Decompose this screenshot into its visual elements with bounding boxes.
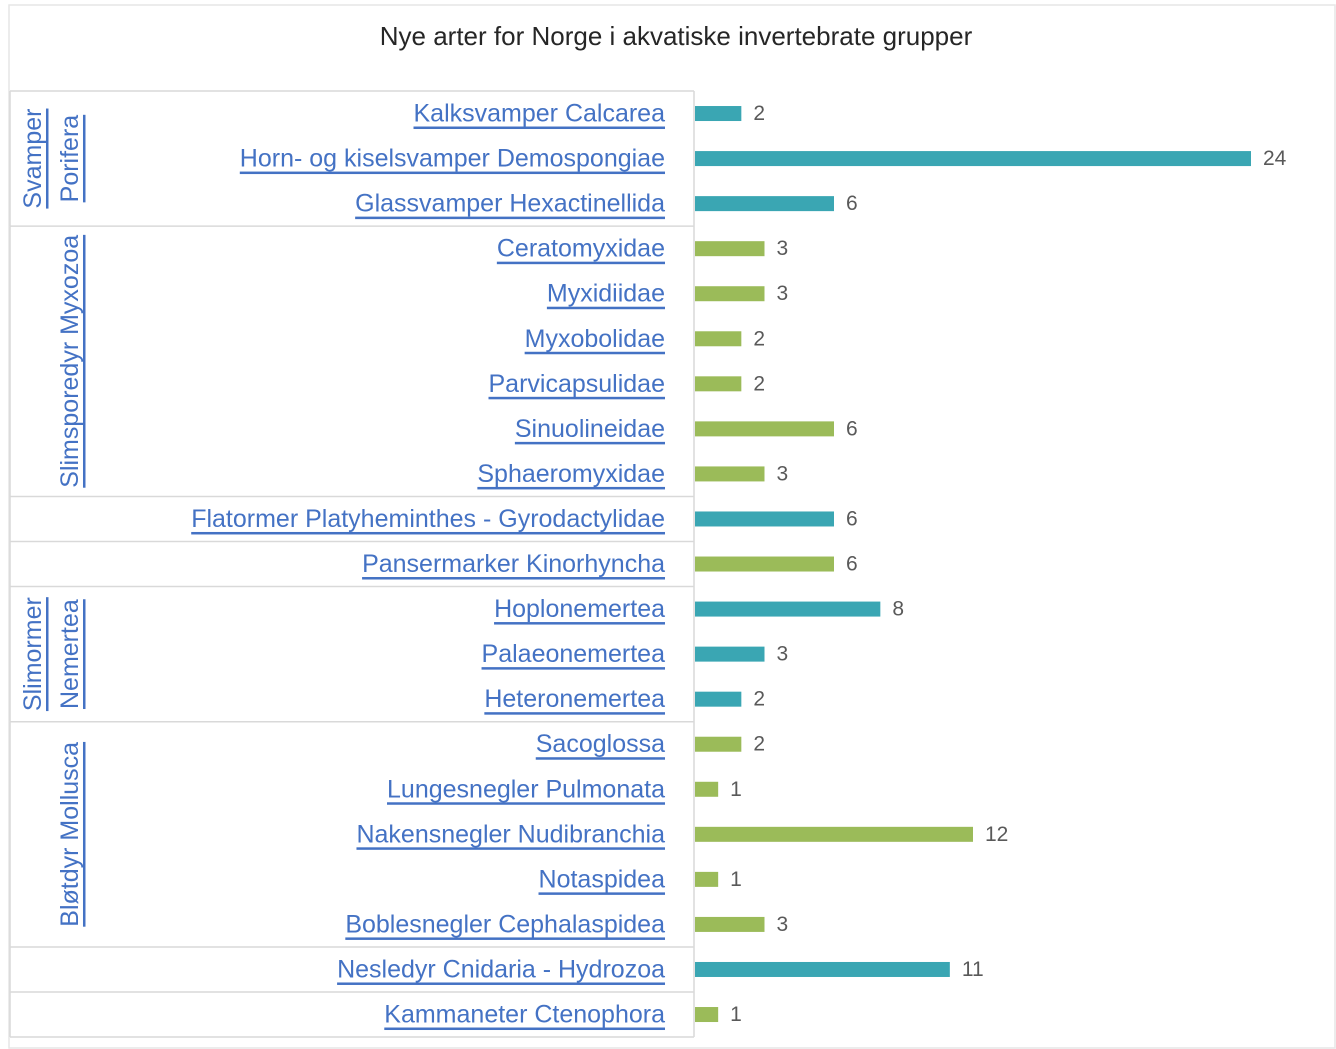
value-label: 3 — [777, 913, 789, 936]
category-label[interactable]: Nesledyr Cnidaria - Hydrozoa — [337, 955, 665, 983]
bar — [695, 241, 765, 257]
value-label: 1 — [730, 778, 742, 801]
value-label: 2 — [753, 102, 765, 125]
group-labels: Svamper Porifera Slimsporedyr Myxozoa Slimo… — [19, 109, 84, 927]
value-label: 6 — [846, 192, 858, 215]
bar — [695, 196, 834, 212]
bar — [695, 286, 765, 302]
group-label[interactable]: Svamper — [19, 109, 47, 209]
bar — [695, 151, 1251, 167]
category-label[interactable]: Myxobolidae — [525, 325, 665, 353]
bars — [695, 106, 1251, 1023]
bar — [695, 556, 834, 572]
bar — [695, 646, 765, 662]
category-label[interactable]: Glassvamper Hexactinellida — [355, 190, 665, 218]
category-label[interactable]: Flatormer Platyheminthes - Gyrodactylida… — [191, 505, 665, 533]
value-label: 1 — [730, 868, 742, 891]
chart-title: Nye arter for Norge i akvatiske inverteb… — [380, 21, 973, 51]
category-label[interactable]: Lungesnegler Pulmonata — [387, 775, 665, 803]
category-label[interactable]: Sinuolineidae — [515, 415, 665, 443]
chart-area-border — [8, 4, 1336, 1049]
bar — [695, 916, 765, 932]
category-label[interactable]: Kammaneter Ctenophora — [384, 1001, 665, 1029]
bar — [695, 466, 765, 482]
category-label[interactable]: Sphaeromyxidae — [477, 460, 665, 488]
bar — [695, 1007, 719, 1023]
category-label[interactable]: Nakensnegler Nudibranchia — [356, 820, 665, 848]
category-label[interactable]: Boblesnegler Cephalaspidea — [345, 910, 665, 938]
bar — [695, 826, 973, 842]
category-label[interactable]: Ceratomyxidae — [497, 235, 665, 263]
value-label: 2 — [753, 327, 765, 350]
value-label: 11 — [962, 958, 984, 981]
category-label[interactable]: Palaeonemertea — [482, 640, 666, 668]
category-label[interactable]: Heteronemertea — [484, 685, 665, 713]
category-label[interactable]: Horn- og kiselsvamper Demospongiae — [240, 145, 665, 173]
value-label: 3 — [777, 462, 789, 485]
group-label[interactable]: Bløtdyr Mollusca — [56, 742, 84, 927]
category-label[interactable]: Notaspidea — [539, 865, 666, 893]
bar — [695, 601, 881, 617]
category-labels: Kalksvamper Calcarea Horn- og kiselsvampe… — [191, 100, 665, 1029]
group-label[interactable]: Nemertea — [56, 599, 84, 709]
bar — [695, 106, 742, 122]
value-label: 1 — [730, 1003, 742, 1026]
bar — [695, 331, 742, 347]
value-label: 3 — [777, 237, 789, 260]
value-label: 24 — [1263, 147, 1287, 170]
value-label: 6 — [846, 507, 858, 530]
value-label: 6 — [846, 553, 858, 576]
category-label[interactable]: Hoplonemertea — [494, 595, 665, 623]
category-label[interactable]: Parvicapsulidae — [489, 370, 666, 398]
bar — [695, 781, 719, 797]
value-label: 12 — [985, 823, 1008, 846]
bar — [695, 691, 742, 707]
bar — [695, 961, 950, 977]
bar — [695, 871, 719, 887]
bar — [695, 376, 742, 392]
group-label[interactable]: Slimormer — [19, 597, 47, 711]
category-label[interactable]: Kalksvamper Calcarea — [414, 100, 666, 128]
bar — [695, 511, 834, 527]
category-label[interactable]: Myxidiidae — [547, 280, 665, 308]
value-label: 3 — [777, 643, 789, 666]
category-grid — [9, 90, 695, 1038]
value-label: 8 — [892, 598, 904, 621]
bar — [695, 421, 834, 437]
value-label: 3 — [777, 282, 789, 305]
category-label[interactable]: Pansermarker Kinorhyncha — [362, 550, 665, 578]
value-label: 2 — [753, 372, 765, 395]
category-label[interactable]: Sacoglossa — [536, 730, 665, 758]
value-label: 6 — [846, 417, 858, 440]
group-label[interactable]: Slimsporedyr Myxozoa — [56, 235, 84, 488]
bar — [695, 736, 742, 752]
value-label: 2 — [753, 688, 765, 711]
group-label[interactable]: Porifera — [56, 115, 84, 203]
value-label: 2 — [753, 733, 765, 756]
